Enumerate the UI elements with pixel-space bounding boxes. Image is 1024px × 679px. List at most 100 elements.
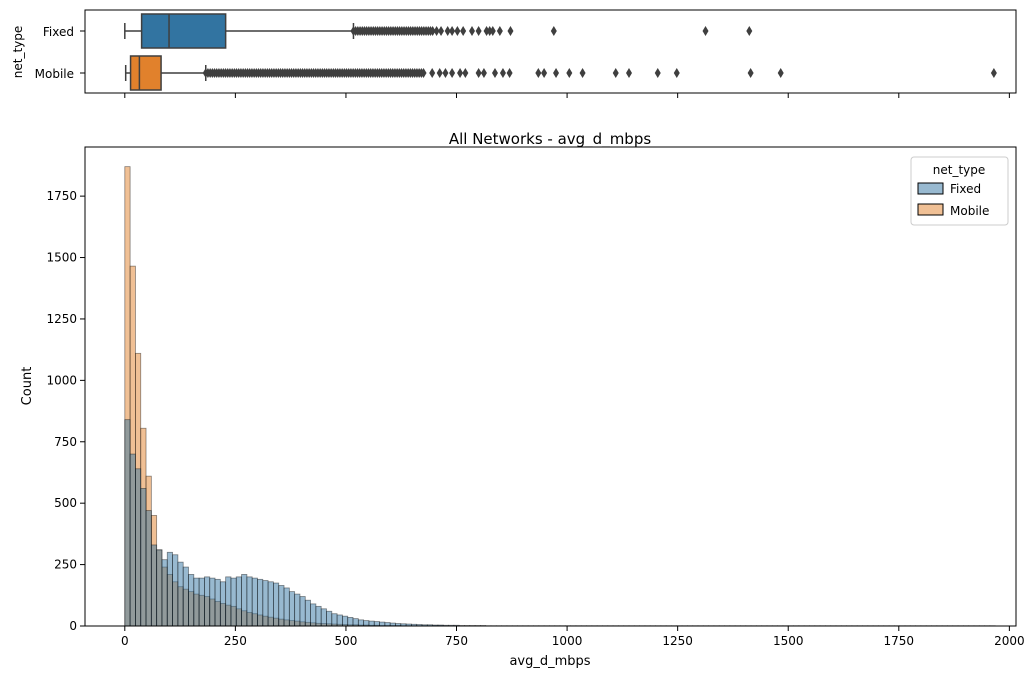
outlier-point (541, 68, 548, 78)
histogram-frame (84, 146, 1017, 627)
bar-fixed (145, 510, 152, 627)
bar-fixed (331, 613, 338, 627)
bar-fixed (150, 544, 158, 627)
bar-fixed (326, 610, 333, 627)
outlier-point (475, 26, 482, 36)
outlier-point (491, 68, 498, 78)
outlier-point (507, 26, 514, 36)
bar-fixed (342, 615, 349, 627)
outlier-point (535, 68, 542, 78)
bar-fixed (140, 488, 147, 627)
outlier-point (454, 26, 461, 36)
box-fixed (124, 13, 753, 49)
outlier-point (438, 26, 445, 36)
outlier-point (489, 26, 496, 36)
x-tick-label: 1250 (662, 634, 693, 648)
bar-fixed (294, 593, 301, 627)
outlier-point (483, 26, 490, 36)
bar-fixed (315, 605, 322, 627)
y-tick-label: 0 (69, 619, 77, 633)
category-label-mobile: Mobile (35, 67, 74, 81)
x-tick-label: 0 (121, 634, 129, 648)
bar-fixed (251, 577, 258, 627)
outlier-point (429, 68, 436, 78)
outlier-point (457, 68, 464, 78)
outlier-point (746, 26, 753, 36)
outlier-point (442, 68, 449, 78)
bar-fixed (299, 596, 306, 627)
outlier-point (550, 26, 557, 36)
bar-fixed (283, 587, 290, 627)
boxplot-x-ticks (80, 30, 1010, 98)
x-tick-label: 1750 (884, 634, 915, 648)
bar-fixed (304, 599, 311, 627)
y-tick-label: 1500 (46, 251, 77, 265)
outlier-point (475, 68, 482, 78)
y-tick-label: 250 (54, 558, 77, 572)
x-tick-label: 2000 (994, 634, 1024, 648)
x-tick-label: 1000 (552, 634, 583, 648)
boxplot-y-axis-label: net_type (11, 26, 25, 79)
box-iqr (129, 55, 162, 91)
histogram-x-axis-label: avg_d_mbps (509, 654, 590, 669)
bar-fixed (267, 581, 274, 627)
histogram-plot-area (85, 147, 1016, 626)
bar-fixed (214, 578, 221, 627)
outliers-mobile (202, 68, 997, 78)
histogram-axes: All Networks - avg_d_mbps avg_d_mbps Cou… (20, 130, 1024, 669)
outlier-point (747, 68, 754, 78)
bar-fixed (156, 549, 163, 627)
y-tick-label: 500 (54, 496, 77, 510)
bar-fixed (124, 419, 131, 627)
outlier-point (553, 68, 560, 78)
bar-fixed (177, 561, 184, 627)
outlier-point (486, 26, 493, 36)
bar-fixed (235, 576, 242, 627)
boxplot-axes: Fixed Mobile net_type (11, 9, 1017, 98)
bar-fixed (288, 591, 296, 627)
outlier-point (579, 68, 586, 78)
x-tick-label: 500 (334, 634, 357, 648)
outlier-point (654, 68, 661, 78)
outlier-point (462, 68, 469, 78)
bar-fixed (357, 619, 365, 627)
bar-fixed (336, 614, 343, 627)
outlier-point (449, 26, 456, 36)
bar-fixed (198, 577, 205, 627)
outlier-point (777, 68, 784, 78)
boxplot-frame (84, 9, 1017, 94)
bar-fixed (135, 468, 142, 627)
bar-fixed (161, 559, 168, 627)
bar-fixed (310, 603, 317, 627)
outlier-point (444, 26, 451, 36)
histogram-y-ticks: 0 250 500 750 1000 1250 1500 1750 (46, 189, 85, 633)
outlier-point (612, 68, 619, 78)
outliers-fixed (350, 26, 753, 36)
histogram-title: All Networks - avg_d_mbps (449, 130, 652, 149)
boxplot-marks (124, 13, 997, 91)
legend-swatch-mobile (917, 203, 944, 216)
outlier-point (469, 26, 475, 36)
legend-title: net_type (933, 163, 986, 177)
bar-fixed (204, 576, 211, 627)
outlier-point (499, 68, 506, 78)
bar-fixed (262, 580, 269, 627)
outlier-point (626, 68, 632, 78)
bar-fixed (278, 585, 285, 627)
bar-fixed (246, 576, 253, 627)
boxplot-category-labels: Fixed Mobile (35, 25, 74, 81)
y-tick-label: 1750 (46, 189, 77, 203)
outlier-point (702, 26, 709, 36)
bar-fixed (241, 574, 248, 627)
bar-fixed (273, 582, 280, 627)
bar-fixed (209, 577, 216, 627)
outlier-point (436, 68, 443, 78)
box-iqr (140, 13, 227, 49)
bar-fixed (368, 620, 375, 627)
outlier-point (566, 68, 573, 78)
bar-fixed (129, 453, 136, 627)
bar-fixed (172, 554, 179, 627)
bar-fixed (363, 620, 370, 627)
bar-fixed (320, 608, 327, 627)
category-label-fixed: Fixed (43, 25, 74, 39)
